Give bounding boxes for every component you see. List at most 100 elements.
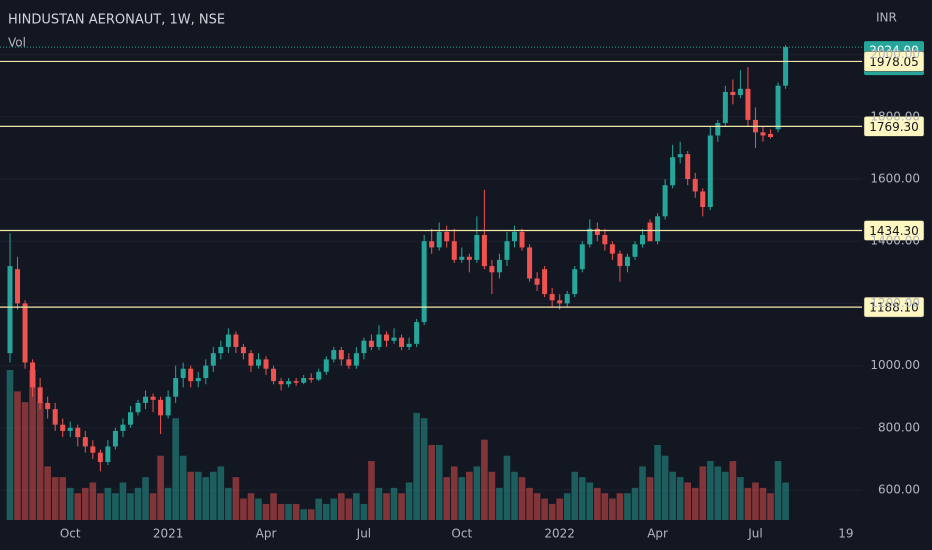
volume-bar <box>722 471 729 520</box>
candle-body <box>519 231 525 248</box>
volume-bar <box>255 498 262 520</box>
candle-body <box>451 241 457 260</box>
candle-body <box>707 135 713 207</box>
candle-body <box>609 244 615 254</box>
volume-bar <box>164 487 172 520</box>
candle-body <box>564 294 570 304</box>
candle-body <box>414 322 420 344</box>
candle-body <box>685 154 691 180</box>
volume-bar <box>315 498 323 520</box>
volume-bar <box>571 471 579 520</box>
candle-body <box>210 353 216 366</box>
candle-body <box>331 350 337 360</box>
candle-body <box>22 303 28 363</box>
volume-bar <box>89 482 97 520</box>
candle-body <box>37 387 43 403</box>
x-tick-label: 2022 <box>544 527 575 541</box>
candle-body <box>391 337 397 341</box>
candle-body <box>67 427 73 431</box>
volume-bar <box>443 477 451 520</box>
candle-body <box>692 179 698 192</box>
candle-body <box>293 381 299 383</box>
volume-bar <box>511 471 518 520</box>
candle-body <box>534 278 540 285</box>
volume-bar <box>624 493 631 520</box>
candle-body <box>150 396 156 400</box>
volume-bar <box>737 477 744 520</box>
candle-body <box>572 269 578 295</box>
volume-bar <box>345 498 353 520</box>
volume-bar <box>157 455 164 520</box>
candle-body <box>617 253 623 267</box>
volume-bar <box>29 370 36 520</box>
candle-body <box>421 241 427 323</box>
volume-bar <box>774 461 782 520</box>
level-box <box>863 116 925 137</box>
volume-bar <box>149 493 157 520</box>
volume-bar <box>435 445 443 520</box>
candle-body <box>263 359 269 369</box>
y-tick-label: 2000.00 <box>870 47 920 61</box>
volume-bar <box>330 498 338 520</box>
candle-body <box>444 231 450 242</box>
volume-bar <box>134 487 142 520</box>
volume-bar <box>405 482 413 520</box>
chart-title: HINDUSTAN AERONAUT, 1W, NSE <box>8 13 225 28</box>
volume-bar <box>458 477 466 520</box>
volume-bar <box>21 402 29 520</box>
candle-body <box>376 334 382 347</box>
candle-body <box>579 244 585 270</box>
candle-body <box>338 350 344 360</box>
x-tick-label: 19 <box>838 527 853 541</box>
volume-bar <box>270 493 277 520</box>
y-tick-label: 1200.00 <box>870 296 920 310</box>
candle-body <box>278 381 284 385</box>
candle-body <box>353 353 359 366</box>
volume-bar <box>503 455 511 520</box>
candle-body <box>527 247 533 279</box>
volume-bar <box>240 498 247 520</box>
candle-body <box>15 269 21 304</box>
candle-body <box>301 378 307 383</box>
candle-body <box>700 191 706 207</box>
volume-bar <box>699 466 707 520</box>
volume-bar <box>225 487 232 520</box>
volume-bar <box>646 477 654 520</box>
volume-bar <box>496 487 503 520</box>
volume-bar <box>684 482 691 520</box>
candle-body <box>248 353 254 366</box>
candle-body <box>768 133 774 138</box>
volume-label: Vol <box>8 36 26 50</box>
candle-body <box>542 269 548 295</box>
volume-bar <box>277 503 285 520</box>
x-tick-label: 2021 <box>153 527 184 541</box>
candle-body <box>557 300 563 304</box>
volume-bar <box>526 487 533 520</box>
level-box <box>863 51 925 72</box>
volume-bar <box>714 466 722 520</box>
candle-body <box>677 154 683 158</box>
volume-bar <box>548 503 556 520</box>
volume-bar <box>398 493 405 520</box>
x-tick-label: Apr <box>256 527 277 541</box>
volume-bar <box>66 487 74 520</box>
candle-body <box>218 346 224 354</box>
y-tick-label: 1600.00 <box>870 172 920 186</box>
volume-bar <box>74 493 82 520</box>
volume-bar <box>338 493 345 520</box>
candle-body <box>7 266 13 354</box>
candle-body <box>662 185 668 217</box>
candle-body <box>760 132 766 136</box>
volume-bar <box>413 412 420 520</box>
volume-bar <box>706 461 714 520</box>
candle-body <box>180 368 186 379</box>
volume-bar <box>533 493 541 520</box>
candle-body <box>436 231 442 248</box>
candle-body <box>549 294 555 301</box>
candle-body <box>60 424 66 431</box>
volume-bar <box>691 487 699 520</box>
volume-bar <box>142 477 149 520</box>
candle-body <box>429 241 435 248</box>
